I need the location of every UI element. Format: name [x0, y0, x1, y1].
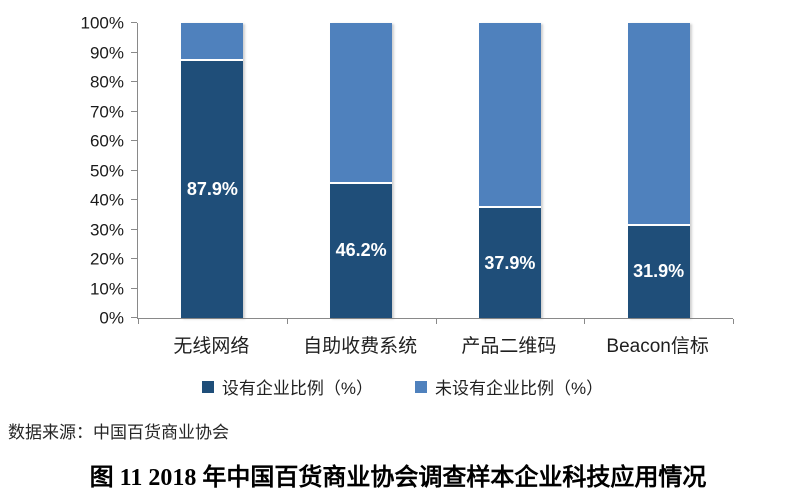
stacked-bar: 37.9%: [478, 23, 541, 318]
x-axis-tick-mark: [584, 319, 586, 324]
stacked-bar: 46.2%: [330, 23, 393, 318]
bar-value-label: 37.9%: [484, 252, 536, 273]
legend-label: 未设有企业比例（%）: [435, 379, 604, 398]
y-axis-tick-mark: [131, 81, 137, 82]
y-axis-tick-label: 20%: [89, 249, 124, 269]
y-axis-tick-mark: [131, 287, 137, 289]
source-note: 数据来源：中国百货商业协会: [8, 423, 229, 442]
y-axis-tick-label: 60%: [89, 131, 124, 151]
legend-item: 未设有企业比例（%）: [415, 374, 603, 399]
legend-label: 设有企业比例（%）: [221, 379, 373, 398]
x-axis-tick-mark: [138, 319, 139, 324]
y-axis-tick-label: 10%: [89, 279, 124, 298]
y-axis-tick-mark: [131, 228, 137, 230]
segment-equipped: 46.2%: [330, 181, 393, 318]
y-axis-tick-label: 30%: [89, 220, 124, 239]
bar-value-label: 31.9%: [633, 261, 685, 282]
x-axis-category-labels: 无线网络 自助收费系统 产品二维码 Beacon信标: [137, 331, 732, 358]
stacked-bar: 31.9%: [627, 23, 690, 318]
chart-title: 图 11 2018 年中国百货商业协会调查样本企业科技应用情况: [89, 465, 707, 491]
y-axis-labels: 100% 90% 80% 70% 60% 50% 40% 30% 20% 10% 0%: [52, 15, 124, 327]
x-axis-tick-mark: [286, 319, 288, 324]
y-axis-tick-mark: [131, 199, 137, 200]
bar-slot: 87.9%: [138, 23, 287, 318]
y-axis-tick-mark: [131, 258, 137, 259]
segment-equipped: 37.9%: [478, 206, 541, 318]
segment-not-equipped: [330, 23, 393, 182]
bar-slot: 37.9%: [436, 23, 585, 318]
segment-equipped: 31.9%: [627, 223, 690, 318]
bar-value-label: 46.2%: [335, 240, 387, 261]
y-axis-tick-label: 0%: [99, 308, 124, 328]
y-axis-tick-label: 100%: [80, 13, 124, 33]
legend: 设有企业比例（%） 未设有企业比例（%）: [105, 374, 700, 399]
legend-item: 设有企业比例（%）: [201, 374, 373, 399]
y-axis-tick-mark: [131, 169, 137, 171]
bar-slot: 46.2%: [287, 23, 436, 318]
y-axis-tick-label: 70%: [89, 102, 124, 121]
y-axis-tick-label: 80%: [89, 72, 124, 92]
segment-not-equipped: [478, 23, 541, 207]
y-axis-tick-mark: [131, 140, 137, 141]
y-axis-tick-label: 90%: [89, 43, 124, 62]
y-axis-tick-mark: [131, 317, 137, 318]
stacked-bar: 87.9%: [181, 23, 244, 318]
category-label: 产品二维码: [461, 336, 557, 357]
segment-not-equipped: [627, 23, 690, 224]
category-label: 无线网络: [173, 336, 250, 357]
category-label: Beacon信标: [606, 336, 709, 357]
y-axis-tick-label: 40%: [89, 190, 124, 210]
y-axis-tick-mark: [131, 22, 137, 23]
plot-area: 87.9% 46.2% 37.9% 31.9%: [131, 22, 734, 324]
segment-not-equipped: [181, 23, 244, 59]
y-axis-tick-mark: [131, 51, 137, 53]
x-axis-tick-mark: [733, 319, 734, 324]
y-axis-tick-label: 50%: [89, 161, 124, 180]
x-axis-tick-mark: [435, 319, 437, 324]
bar-slot: 31.9%: [584, 23, 733, 318]
legend-swatch: [415, 380, 427, 393]
category-label: 自助收费系统: [303, 336, 418, 357]
segment-equipped: 87.9%: [181, 58, 244, 318]
bar-value-label: 87.9%: [186, 178, 238, 199]
y-axis-tick-mark: [131, 110, 137, 112]
legend-swatch: [201, 380, 214, 393]
